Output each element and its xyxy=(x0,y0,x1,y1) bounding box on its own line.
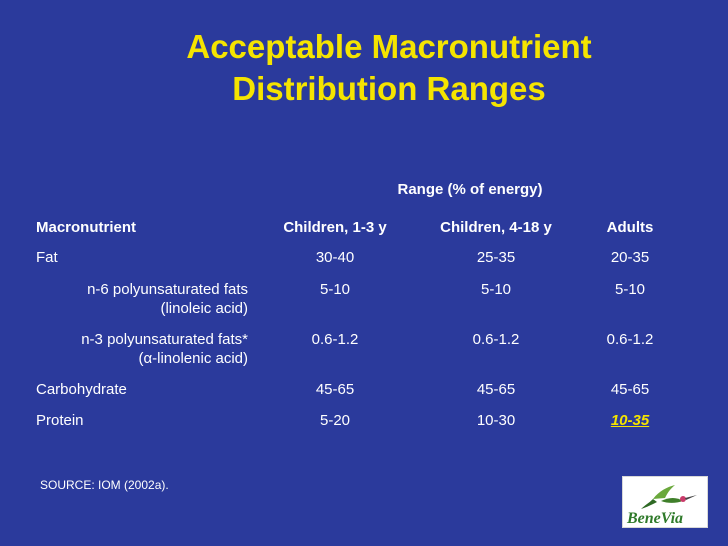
row-carbohydrate-children-4-18: 45-65 xyxy=(476,381,516,398)
row-n6-name-line1: n-6 polyunsaturated fats xyxy=(87,281,248,298)
benevia-logo: BeneVia xyxy=(622,476,708,528)
title-line-1: Acceptable Macronutrient xyxy=(186,28,592,65)
row-fat-adults: 20-35 xyxy=(610,249,650,266)
hummingbird-icon: BeneVia xyxy=(626,485,697,527)
row-n6-name-line2: (linoleic acid) xyxy=(160,300,248,317)
row-protein-children-1-3: 5-20 xyxy=(319,412,351,429)
row-n6-children-1-3: 5-10 xyxy=(319,281,351,298)
row-n3-adults: 0.6-1.2 xyxy=(606,331,654,348)
row-n3-children-1-3: 0.6-1.2 xyxy=(311,331,359,348)
row-n3-name-line1: n-3 polyunsaturated fats* xyxy=(81,331,248,348)
row-protein-children-4-18: 10-30 xyxy=(476,412,516,429)
range-header: Range (% of energy) xyxy=(397,181,543,198)
row-n6-children-4-18: 5-10 xyxy=(480,281,512,298)
row-fat-name: Fat xyxy=(36,249,58,266)
row-carbohydrate-children-1-3: 45-65 xyxy=(315,381,355,398)
source-note: SOURCE: IOM (2002a). xyxy=(40,478,169,492)
column-header-macronutrient: Macronutrient xyxy=(36,219,137,236)
row-n6-adults: 5-10 xyxy=(614,281,646,298)
row-carbohydrate-adults: 45-65 xyxy=(610,381,650,398)
highlighted-value: 10-35 xyxy=(610,412,650,429)
slide-title: Acceptable Macronutrient Distribution Ra… xyxy=(0,26,728,110)
column-header-children-1-3: Children, 1-3 y xyxy=(283,219,387,236)
row-n3-name-line2: (α-linolenic acid) xyxy=(138,350,248,367)
row-protein-adults: 10-35 xyxy=(598,411,662,430)
svg-text:BeneVia: BeneVia xyxy=(626,510,683,527)
row-n3-children-4-18: 0.6-1.2 xyxy=(472,331,520,348)
row-protein-name: Protein xyxy=(36,412,84,429)
row-fat-children-1-3: 30-40 xyxy=(315,249,355,266)
column-header-children-4-18: Children, 4-18 y xyxy=(440,219,552,236)
row-fat-children-4-18: 25-35 xyxy=(476,249,516,266)
title-line-2: Distribution Ranges xyxy=(232,70,546,107)
row-carbohydrate-name: Carbohydrate xyxy=(36,381,127,398)
column-header-adults: Adults xyxy=(606,219,654,236)
